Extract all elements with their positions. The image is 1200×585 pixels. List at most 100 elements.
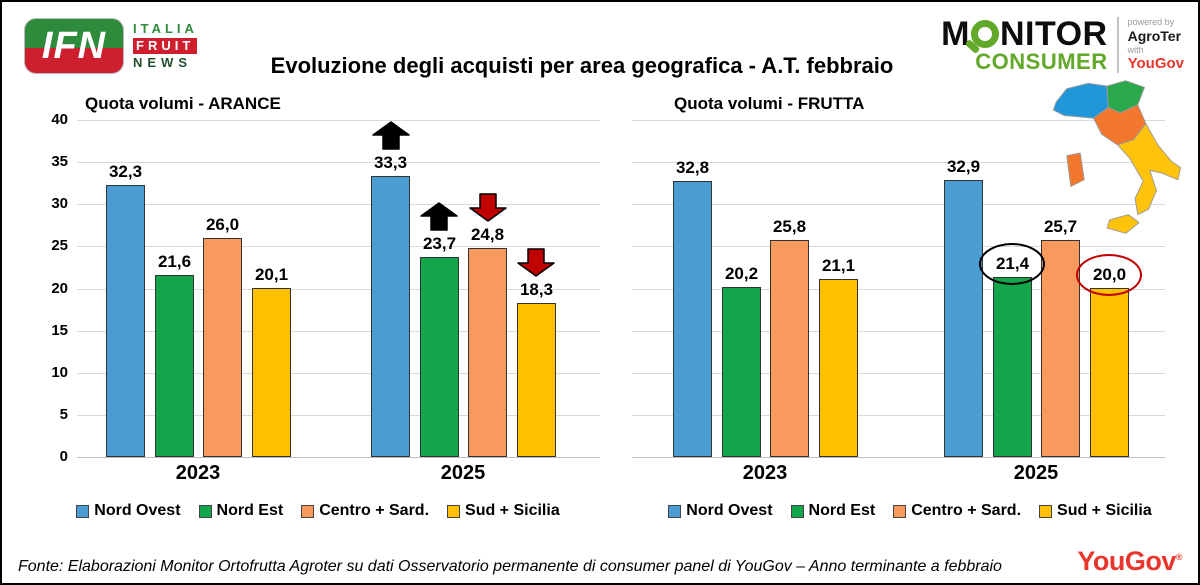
y-axis-label-30: 30 [51,195,68,212]
bar-centro-sard--2023 [203,238,242,457]
ifn-logo-text: ITALIA FRUIT NEWS [133,20,198,71]
legend-item-green: Nord Est [790,502,876,520]
legend-swatch-orange [301,504,315,518]
bar-centro-sard--2025 [468,248,507,457]
legend-label: Nord Est [216,502,284,519]
bar-value-label: 24,8 [470,225,505,244]
legend-item-yellow: Sud + Sicilia [1039,502,1152,520]
gridline-15 [632,331,1165,332]
bar-value-label: 21,1 [821,256,856,275]
bar-sud-sicilia-2023 [819,279,858,457]
bar-value-label: 23,7 [422,234,457,253]
gridline-40 [632,120,1165,121]
y-axis-label-35: 35 [51,153,68,170]
legend-swatch-orange [893,504,907,518]
bar-value-label: 21,6 [157,252,192,271]
legend: Nord Ovest Nord Est Centro + Sard. Sud + Si… [630,502,1190,520]
gridline-35 [77,162,600,163]
circle-annotation-red [1076,254,1142,296]
y-axis-label-15: 15 [51,322,68,339]
italy-map [1052,80,1182,234]
bar-value-label: 20,1 [254,265,289,284]
monitor-word-suffix: NITOR [999,15,1108,54]
bar-sud-sicilia-2025 [1090,288,1129,457]
gridline-30 [632,204,1165,205]
gridline-30 [77,204,600,205]
map-region-sud [1117,123,1182,216]
ifn-acronym: IFN [41,24,107,67]
legend-item-blue: Nord Ovest [76,502,181,520]
page-title: Evoluzione degli acquisti per area geogr… [270,52,894,78]
legend-item-orange: Centro + Sard. [893,502,1021,520]
x-axis-label-2023: 2023 [175,462,221,484]
magnifier-icon [970,20,999,49]
legend-swatch-yellow [447,504,461,518]
gridline-20 [632,289,1165,290]
legend-item-green: Nord Est [198,502,284,520]
plot-area: 32,3 21,6 26,0 20,1 33,3 23,7 24,8 18,3 [77,120,600,458]
ifn-logo: IFN ITALIA FRUIT NEWS [24,18,198,74]
bar-value-label: 25,8 [772,217,807,236]
bar-nord-ovest-2023 [673,181,712,457]
ifn-italia-text: ITALIA [133,20,198,36]
powered-by-block: powered by AgroTer with YouGov [1116,17,1184,74]
bar-value-label: 25,7 [1043,217,1078,236]
registered-mark: ® [1175,552,1183,562]
x-axis-label-2023: 2023 [742,462,788,484]
monitor-word: M NITOR [941,15,1108,54]
ifn-logo-mark: IFN [24,18,124,74]
yougov-logo: YouGov® [1077,546,1182,577]
powered-by-text: powered by [1127,17,1175,27]
circle-annotation-black [979,243,1045,285]
bar-sud-sicilia-2023 [252,288,291,457]
legend-label: Centro + Sard. [319,502,430,519]
legend-swatch-green [198,504,212,518]
legend-swatch-yellow [1039,504,1053,518]
legend-item-yellow: Sud + Sicilia [447,502,560,520]
consumer-word: CONSUMER [975,49,1108,75]
bar-nord-est-2023 [722,287,761,457]
y-axis-label-10: 10 [51,364,68,381]
chart-title-arance: Quota volumi - ARANCE [85,94,281,113]
yougov-logo-text: YouGov [1077,546,1176,576]
legend-swatch-green [790,504,804,518]
monitor-word-prefix: M [941,15,970,54]
yougov-text: YouGov [1127,55,1184,73]
bar-nord-est-2025 [993,277,1032,457]
bar-nord-ovest-2025 [944,180,983,457]
monitor-consumer-logo: M NITOR CONSUMER powered by AgroTer with… [941,15,1184,75]
bar-centro-sard--2025 [1041,240,1080,457]
gridline-5 [632,415,1165,416]
gridline-0 [77,457,600,458]
map-region-sicilia [1106,214,1140,234]
ifn-news-text: NEWS [133,55,192,71]
legend-swatch-blue [668,504,682,518]
bar-value-label: 18,3 [519,280,554,299]
legend-label: Sud + Sicilia [465,502,560,519]
bar-nord-ovest-2025 [371,176,410,457]
ifn-fruit-text: FRUIT [133,37,198,55]
plot-area: 32,8 20,2 25,8 21,1 32,9 21,4 25,7 20,0 [632,120,1165,458]
y-axis-label-40: 40 [51,111,68,128]
legend-swatch-blue [76,504,90,518]
y-axis-label-25: 25 [51,237,68,254]
bar-value-label: 32,8 [675,158,710,177]
gridline-10 [77,373,600,374]
gridline-35 [632,162,1165,163]
gridline-20 [77,289,600,290]
bar-value-label: 20,2 [724,264,759,283]
bar-value-label: 32,9 [946,157,981,176]
bar-sud-sicilia-2025 [517,303,556,457]
bar-value-label: 26,0 [205,215,240,234]
legend-item-blue: Nord Ovest [668,502,773,520]
monitor-wordmark: M NITOR CONSUMER [941,15,1108,75]
map-region-sardegna [1066,152,1085,187]
gridline-25 [632,246,1165,247]
bar-value-label: 33,3 [373,153,408,172]
legend-label: Nord Ovest [686,502,773,519]
y-axis-label-5: 5 [59,406,68,423]
legend-label: Nord Est [808,502,876,519]
gridline-25 [77,246,600,247]
x-axis-label-2025: 2025 [440,462,486,484]
